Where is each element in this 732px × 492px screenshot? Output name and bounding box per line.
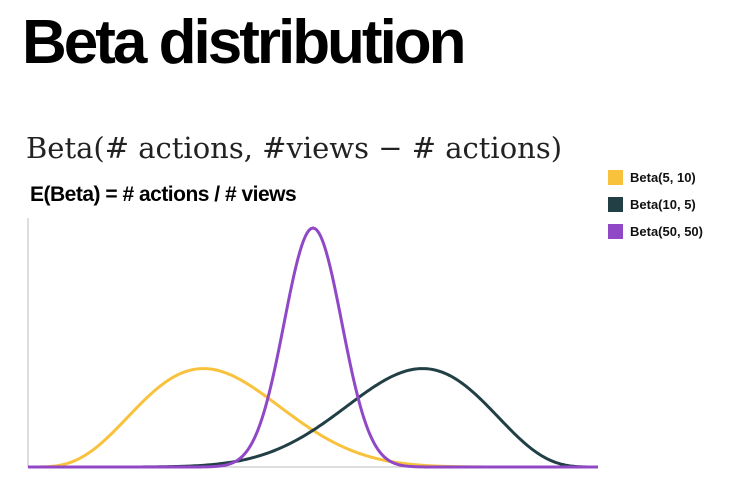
series-line bbox=[28, 226, 598, 469]
chart-legend: Beta(5, 10) Beta(10, 5) Beta(50, 50) bbox=[608, 168, 703, 249]
legend-label: Beta(50, 50) bbox=[630, 223, 703, 239]
expectation-text: E(Beta) = # actions / # views bbox=[30, 183, 297, 206]
legend-label: Beta(10, 5) bbox=[630, 196, 696, 212]
legend-item: Beta(5, 10) bbox=[608, 168, 703, 186]
series-line bbox=[28, 367, 598, 469]
series-line bbox=[28, 367, 598, 469]
legend-item: Beta(50, 50) bbox=[608, 222, 703, 240]
legend-swatch bbox=[608, 169, 623, 185]
legend-swatch bbox=[608, 223, 623, 239]
series-layer bbox=[28, 226, 598, 469]
formula-text: Beta(# actions, #views − # actions) bbox=[26, 131, 563, 165]
legend-item: Beta(10, 5) bbox=[608, 195, 703, 213]
legend-swatch bbox=[608, 196, 623, 212]
page-title: Beta distribution bbox=[22, 8, 467, 77]
legend-label: Beta(5, 10) bbox=[630, 169, 696, 185]
